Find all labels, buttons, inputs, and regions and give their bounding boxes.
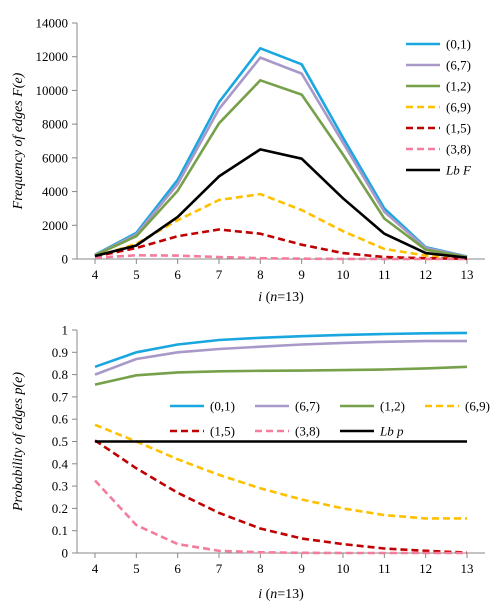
legend-label: (3,8) bbox=[295, 424, 320, 439]
y-tick-label: 10000 bbox=[36, 83, 69, 98]
y-tick-label: 1 bbox=[62, 323, 69, 338]
x-tick-label: 6 bbox=[174, 561, 181, 576]
series-line-2 bbox=[94, 56, 468, 258]
series-line-4 bbox=[94, 423, 467, 520]
x-tick-label: 12 bbox=[419, 561, 432, 576]
y-tick-label: 6000 bbox=[42, 150, 68, 165]
y-tick-label: 0.9 bbox=[52, 345, 68, 360]
series-line-6 bbox=[94, 479, 467, 555]
legend-label: (1,5) bbox=[446, 121, 471, 136]
y-tick-label: 0.2 bbox=[52, 501, 68, 516]
y-tick-label: 2000 bbox=[42, 218, 68, 233]
legend-label: (1,2) bbox=[380, 399, 405, 414]
legend-label: (1,2) bbox=[446, 79, 471, 94]
legend-label: (0,1) bbox=[210, 399, 235, 414]
y-tick-label: 0.1 bbox=[52, 523, 68, 538]
x-tick-label: 10 bbox=[337, 267, 350, 282]
y-axis-title: Probability of edges p(e) bbox=[11, 372, 26, 512]
y-tick-label: 0.3 bbox=[52, 479, 68, 494]
y-tick-label: 14000 bbox=[36, 16, 69, 31]
legend-label: Lb F bbox=[445, 163, 472, 178]
legend-label: (6,7) bbox=[446, 58, 471, 73]
y-tick-label: 0.8 bbox=[52, 367, 68, 382]
x-tick-label: 6 bbox=[174, 267, 181, 282]
y-tick-label: 0.7 bbox=[52, 389, 69, 404]
series-line-5 bbox=[94, 228, 468, 261]
legend-label: (6,9) bbox=[446, 100, 471, 115]
x-tick-label: 13 bbox=[461, 561, 474, 576]
y-tick-label: 4000 bbox=[42, 184, 68, 199]
x-tick-label: 12 bbox=[419, 267, 432, 282]
legend-label: (0,1) bbox=[446, 37, 471, 52]
x-tick-label: 9 bbox=[298, 561, 305, 576]
x-tick-label: 10 bbox=[337, 561, 350, 576]
chart-panel-2: 0 0.1 0.2 0.3 0.4 0.5 0.6 0.7 0.8 0.9 1 4 5 6 7 8 9 10 11 1… bbox=[11, 323, 490, 603]
x-tick-label: 13 bbox=[461, 267, 474, 282]
series-line-4 bbox=[94, 192, 468, 260]
x-tick-label: 9 bbox=[298, 267, 305, 282]
x-tick-label: 8 bbox=[257, 561, 264, 576]
y-tick-label: 0.5 bbox=[52, 434, 68, 449]
x-tick-label: 8 bbox=[257, 267, 264, 282]
series-line-5 bbox=[94, 439, 468, 554]
y-tick-label: 0 bbox=[62, 546, 69, 561]
series-line-3 bbox=[94, 79, 468, 259]
y-tick-label: 0.4 bbox=[52, 456, 69, 471]
x-tick-label: 7 bbox=[216, 267, 223, 282]
chart-panel-1: 0 2000 4000 6000 8000 10000 12000 14000 4 5 6 7 8 9 10… bbox=[11, 16, 485, 305]
legend: (0,1) (6,7) (1,2) (6,9) (1,5) (3,8) Lb F bbox=[406, 37, 472, 178]
x-axis-title: i (n=13) bbox=[258, 290, 304, 305]
series-line-3 bbox=[94, 365, 468, 386]
series-line-6 bbox=[94, 254, 467, 261]
y-tick-label: 0.6 bbox=[52, 412, 69, 427]
series-line-7 bbox=[94, 148, 468, 259]
series-line-2 bbox=[94, 339, 467, 376]
y-axis-title: Frequency of edges F(e) bbox=[11, 72, 26, 210]
legend-label: (1,5) bbox=[210, 424, 235, 439]
x-axis-title: i (n=13) bbox=[258, 587, 304, 602]
legend-label: (6,7) bbox=[295, 399, 320, 414]
series-line-1 bbox=[94, 331, 468, 369]
x-tick-label: 7 bbox=[216, 561, 223, 576]
legend: (0,1) (6,7) (1,2) (6,9) (1,5) (3,8) Lb p bbox=[170, 399, 490, 439]
x-tick-label: 5 bbox=[133, 561, 140, 576]
legend-label: Lb p bbox=[379, 424, 404, 439]
series-line-1 bbox=[94, 46, 468, 258]
y-tick-label: 0 bbox=[62, 252, 69, 267]
y-tick-label: 12000 bbox=[36, 49, 69, 64]
legend-label: (6,9) bbox=[465, 399, 490, 414]
x-tick-label: 11 bbox=[378, 561, 391, 576]
legend-label: (3,8) bbox=[446, 142, 471, 157]
x-tick-label: 5 bbox=[133, 267, 140, 282]
x-tick-label: 4 bbox=[92, 267, 99, 282]
x-tick-label: 11 bbox=[378, 267, 391, 282]
x-tick-label: 4 bbox=[92, 561, 99, 576]
y-tick-label: 8000 bbox=[42, 117, 68, 132]
